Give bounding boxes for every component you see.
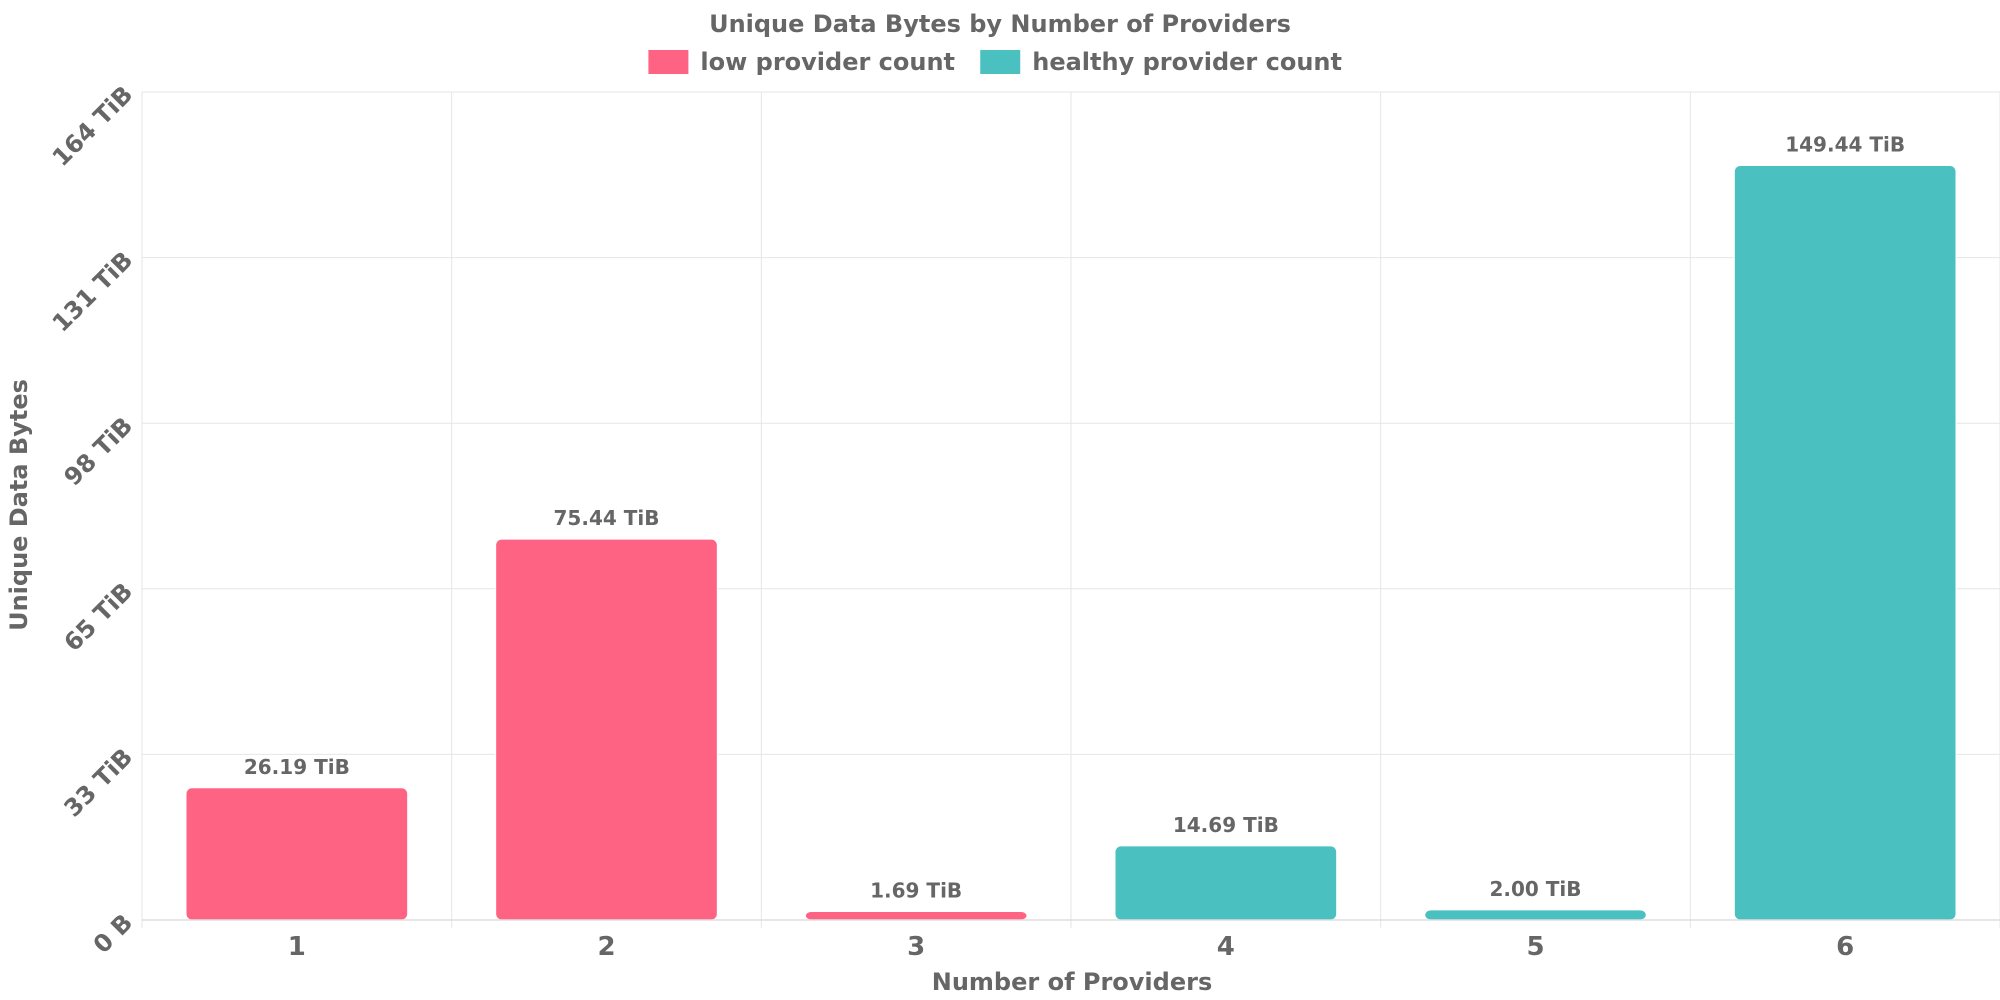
x-tick-label: 2 xyxy=(597,932,615,962)
legend-item[interactable]: low provider count xyxy=(648,48,955,76)
bar xyxy=(804,910,1028,921)
bar-value-label: 149.44 TiB xyxy=(1785,133,1905,157)
bar-value-label: 26.19 TiB xyxy=(244,755,350,779)
bar xyxy=(495,538,718,921)
grid-layer xyxy=(141,91,2000,928)
y-tick-label: 98 TiB xyxy=(59,412,139,492)
legend-swatch xyxy=(648,50,689,74)
bar xyxy=(1733,165,1957,921)
x-tick-label: 4 xyxy=(1217,932,1235,962)
y-tick-label: 0 B xyxy=(88,908,138,958)
bar-value-label: 14.69 TiB xyxy=(1173,813,1279,837)
y-axis-title: Unique Data Bytes xyxy=(5,379,33,631)
chart-title: Unique Data Bytes by Number of Providers xyxy=(709,10,1291,38)
legend-label: healthy provider count xyxy=(1032,48,1342,76)
x-axis-title: Number of Providers xyxy=(932,968,1212,996)
labels-layer: 26.19 TiB 75.44 TiB 1.69 TiB 14.69 TiB 2.00 … xyxy=(244,133,1905,903)
legend-item[interactable]: healthy provider count xyxy=(980,48,1342,76)
x-tick-label: 3 xyxy=(907,932,925,962)
x-tick-label: 5 xyxy=(1526,932,1544,962)
x-tick-label: 1 xyxy=(288,932,306,962)
bar xyxy=(1424,909,1647,921)
y-tick-label: 131 TiB xyxy=(47,246,138,337)
legend: low provider count healthy provider count xyxy=(648,48,1342,76)
y-tick-label: 33 TiB xyxy=(59,743,139,823)
bar-value-label: 75.44 TiB xyxy=(554,506,660,530)
legend-label: low provider count xyxy=(700,48,955,76)
bar xyxy=(185,787,409,921)
bar xyxy=(1114,845,1338,921)
y-tick-label: 65 TiB xyxy=(59,577,139,657)
bar-value-label: 1.69 TiB xyxy=(870,878,962,902)
bar-value-label: 2.00 TiB xyxy=(1489,877,1581,901)
x-tick-label: 6 xyxy=(1836,932,1854,962)
bars-layer xyxy=(185,165,1957,921)
y-tick-label: 164 TiB xyxy=(47,80,138,171)
legend-swatch xyxy=(980,50,1021,74)
